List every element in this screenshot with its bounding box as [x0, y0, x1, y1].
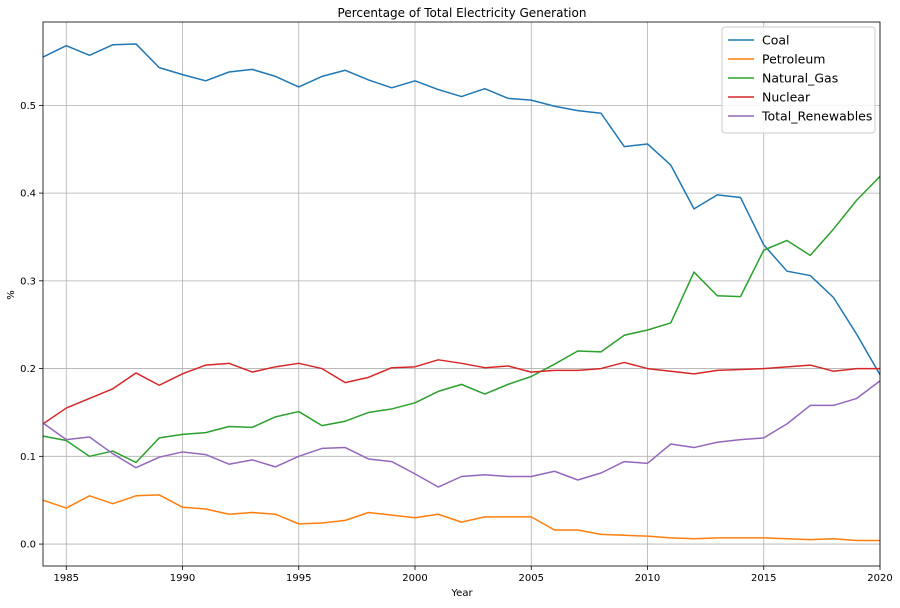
y-tick-label: 0.1 — [20, 452, 36, 463]
series-line-coal — [42, 43, 881, 376]
y-axis: 0.0 0.1 0.2 0.3 0.4 0.5 — [20, 101, 43, 551]
legend: Coal Petroleum Natural_Gas Nuclear Total_Ren… — [721, 26, 876, 134]
plot-frame — [42, 21, 881, 567]
x-tick-label: 2020 — [867, 573, 892, 584]
legend-label: Total_Renewables — [761, 109, 872, 124]
x-tick-label: 1985 — [54, 573, 79, 584]
y-tick-label: 0.0 — [20, 540, 36, 551]
series-line-petroleum — [42, 494, 880, 542]
y-axis-label: % — [6, 290, 17, 300]
y-tick-label: 0.2 — [20, 364, 36, 375]
series-line-total-renewables — [42, 380, 881, 488]
x-axis-label: Year — [450, 588, 473, 599]
x-axis: 1985 1990 1995 2000 2005 2010 2015 2020 — [54, 566, 893, 584]
legend-label: Natural_Gas — [762, 71, 838, 86]
x-tick-label: 1990 — [170, 573, 195, 584]
chart-title: Percentage of Total Electricity Generati… — [338, 6, 587, 20]
legend-label: Coal — [762, 33, 790, 48]
y-tick-label: 0.5 — [20, 101, 36, 112]
y-tick-label: 0.4 — [20, 189, 36, 200]
x-tick-label: 2005 — [519, 573, 544, 584]
legend-label: Nuclear — [762, 90, 811, 105]
series-line-nuclear — [42, 359, 880, 425]
x-tick-label: 2015 — [751, 573, 776, 584]
x-tick-label: 1995 — [286, 573, 311, 584]
y-tick-label: 0.3 — [20, 276, 36, 287]
series-line-natural-gas — [42, 175, 881, 464]
legend-frame — [721, 26, 876, 134]
legend-label: Petroleum — [762, 52, 825, 67]
series-group — [42, 43, 881, 542]
x-tick-label: 2010 — [635, 573, 660, 584]
x-tick-label: 2000 — [402, 573, 427, 584]
